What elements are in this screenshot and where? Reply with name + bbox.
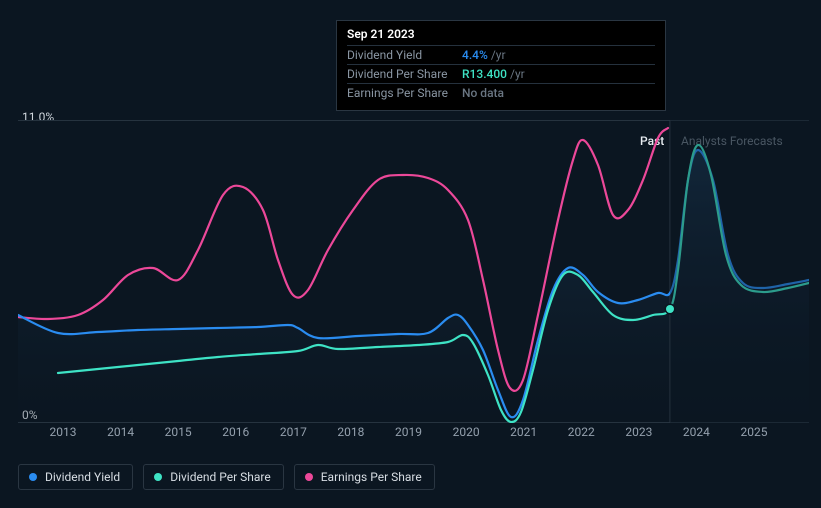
x-axis-tick: 2013 [50,425,77,439]
tooltip-row-unit: /yr [510,67,525,81]
x-axis-tick: 2014 [107,425,134,439]
legend-item[interactable]: Earnings Per Share [294,464,435,490]
x-axis-tick: 2019 [395,425,422,439]
tooltip-row-value: No data [462,86,504,100]
tooltip-row-value: 4.4% [462,48,488,62]
legend-label: Dividend Yield [45,470,120,484]
tooltip-row-label: Earnings Per Share [347,86,462,100]
chart-legend: Dividend Yield Dividend Per Share Earnings… [18,464,435,490]
tooltip-row-label: Dividend Per Share [347,67,462,81]
x-axis-tick: 2021 [510,425,537,439]
tooltip-row-label: Dividend Yield [347,48,462,62]
x-axis-tick: 2023 [625,425,652,439]
tooltip-row: Earnings Per ShareNo data [347,83,655,102]
legend-label: Dividend Per Share [170,470,271,484]
x-axis-tick: 2016 [222,425,249,439]
x-axis-tick: 2020 [453,425,480,439]
x-axis-tick: 2022 [568,425,595,439]
chart-tooltip: Sep 21 2023 Dividend Yield4.4%/yrDividen… [336,20,666,111]
legend-dot [154,473,162,481]
x-axis-tick: 2024 [683,425,710,439]
tooltip-row-value: R13.400 [462,67,507,81]
tooltip-date: Sep 21 2023 [347,27,655,41]
legend-item[interactable]: Dividend Per Share [143,464,284,490]
legend-dot [29,473,37,481]
x-axis-tick: 2018 [337,425,364,439]
tooltip-row: Dividend Per ShareR13.400/yr [347,64,655,83]
tooltip-row-unit: /yr [491,48,506,62]
x-axis-tick: 2015 [165,425,192,439]
line-chart [18,120,809,423]
legend-dot [305,473,313,481]
legend-item[interactable]: Dividend Yield [18,464,133,490]
x-axis-tick: 2017 [280,425,307,439]
x-axis-tick: 2025 [741,425,768,439]
legend-label: Earnings Per Share [321,470,422,484]
tooltip-row: Dividend Yield4.4%/yr [347,45,655,64]
